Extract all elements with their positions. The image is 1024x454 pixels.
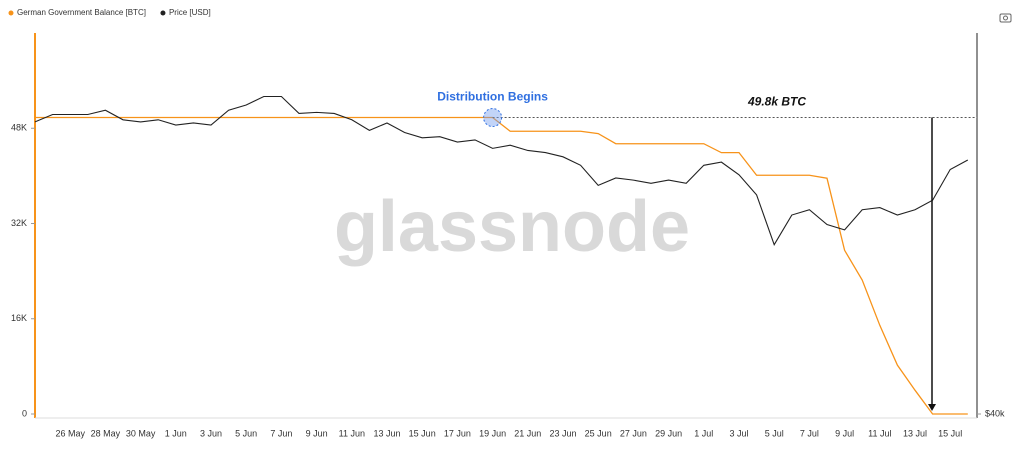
x-tick-label: 21 Jun (514, 428, 541, 438)
x-tick-label: 25 Jun (585, 428, 612, 438)
camera-icon[interactable] (999, 13, 1012, 23)
camera-lens[interactable] (1003, 15, 1008, 21)
x-tick-label: 3 Jun (200, 428, 222, 438)
camera-body[interactable] (999, 13, 1012, 23)
x-tick-label: 17 Jun (444, 428, 471, 438)
y-tick-label: 0 (22, 408, 27, 418)
watermark: glassnode (334, 187, 690, 267)
x-tick-label: 13 Jun (373, 428, 400, 438)
x-tick-label: 23 Jun (549, 428, 576, 438)
x-tick-label: 29 Jun (655, 428, 682, 438)
x-tick-label: 27 Jun (620, 428, 647, 438)
x-tick-label: 15 Jun (409, 428, 436, 438)
x-tick-label: 28 May (91, 428, 121, 438)
x-tick-label: 11 Jun (339, 428, 365, 438)
legend-dot (160, 10, 166, 16)
y2-tick-label: $40k (985, 408, 1005, 418)
annotation: Distribution Begins (437, 90, 548, 104)
x-tick-label: 5 Jul (765, 428, 784, 438)
x-tick-label: 1 Jul (694, 428, 713, 438)
x-tick-label: 5 Jun (235, 428, 257, 438)
series-line (35, 116, 968, 415)
x-tick-label: 11 Jul (868, 428, 891, 438)
distribution-marker (483, 108, 503, 128)
x-tick-label: 9 Jun (306, 428, 328, 438)
x-tick-label: 7 Jun (270, 428, 292, 438)
x-tick-label: 1 Jun (165, 428, 187, 438)
x-tick-label: 3 Jul (729, 428, 748, 438)
x-tick-label: 26 May (55, 428, 85, 438)
x-tick-label: 19 Jun (479, 428, 506, 438)
x-tick-label: 9 Jul (835, 428, 854, 438)
legend: German Government Balance [BTC] Price [US… (8, 8, 211, 17)
y-tick-label: 16K (11, 313, 27, 323)
x-tick-label: 7 Jul (800, 428, 819, 438)
arrow-head (928, 404, 936, 411)
y-tick-label: 32K (11, 218, 27, 228)
legend-dot (8, 10, 14, 16)
x-tick-label: 15 Jul (938, 428, 962, 438)
legend-label: Price [USD] (169, 8, 211, 17)
x-tick-label: 30 May (126, 428, 156, 438)
x-tick-label: 13 Jul (903, 428, 927, 438)
annotation: 49.8k BTC (747, 95, 806, 109)
legend-label: German Government Balance [BTC] (17, 8, 146, 17)
series-line (34, 95, 969, 246)
y-tick-label: 48K (11, 123, 27, 133)
